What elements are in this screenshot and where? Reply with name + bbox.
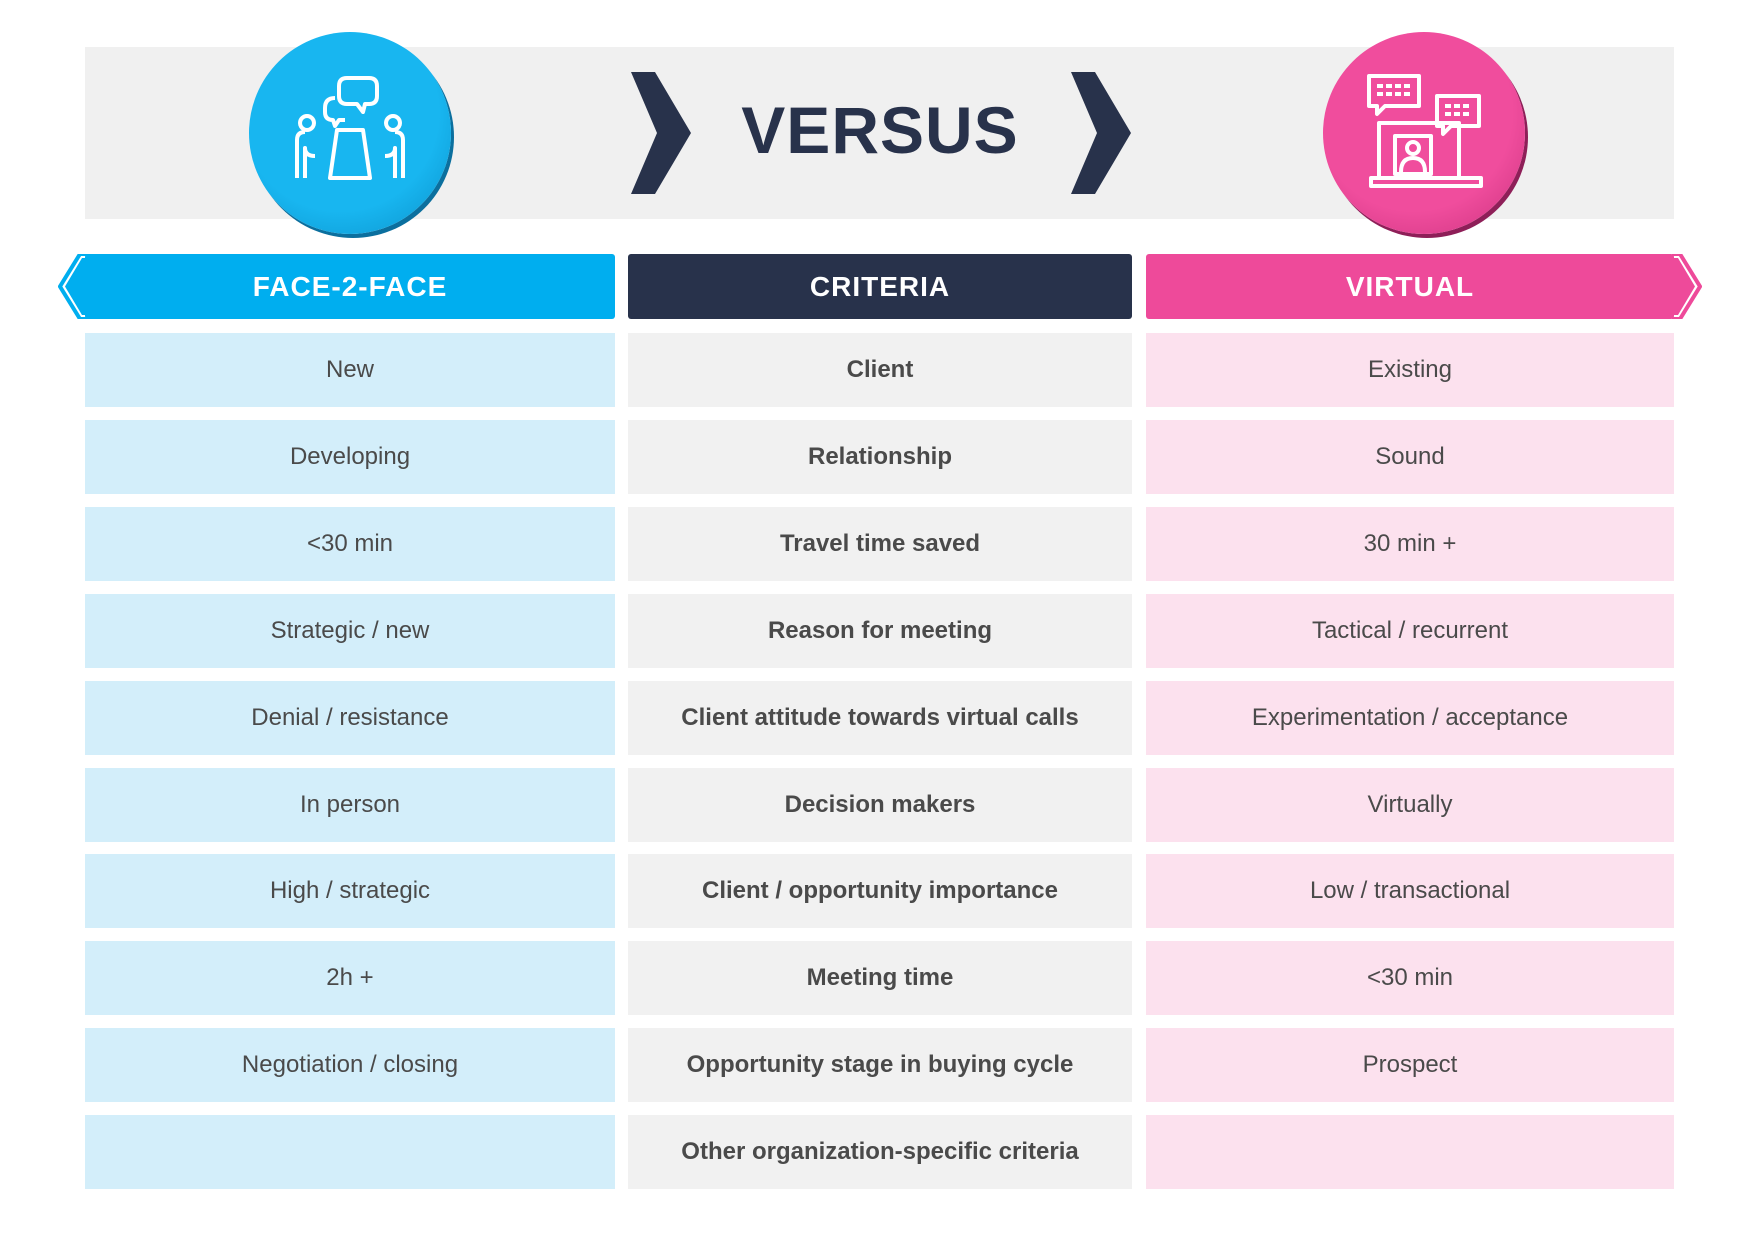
virtual-cell: Experimentation / acceptance: [1146, 680, 1674, 755]
face-2-face-cell: <30 min: [85, 506, 615, 581]
virtual-cell: Virtually: [1146, 767, 1674, 842]
virtual-cell: <30 min: [1146, 941, 1674, 1016]
chevron-right-icon: [631, 72, 691, 194]
virtual-cell: [1146, 1115, 1674, 1190]
criteria-cell: Opportunity stage in buying cycle: [628, 1028, 1132, 1103]
virtual-cell: Tactical / recurrent: [1146, 593, 1674, 668]
criteria-cell: Other organization-specific criteria: [628, 1115, 1132, 1190]
face-2-face-cell: New: [85, 333, 615, 407]
face-2-face-cell: In person: [85, 767, 615, 842]
header-face-2-face: FACE-2-FACE: [85, 254, 615, 319]
face-2-face-cell: High / strategic: [85, 854, 615, 929]
face-2-face-cell: 2h +: [85, 941, 615, 1016]
versus-title: VERSUS: [741, 93, 1019, 167]
criteria-cell: Client / opportunity importance: [628, 854, 1132, 929]
criteria-cell: Travel time saved: [628, 506, 1132, 581]
meeting-table-people-icon: [249, 32, 451, 234]
header-criteria: CRITERIA: [628, 254, 1132, 319]
criteria-cell: Client: [628, 333, 1132, 407]
header-virtual: VIRTUAL: [1146, 254, 1674, 319]
face-2-face-cell: Strategic / new: [85, 593, 615, 668]
face-2-face-cell: Developing: [85, 419, 615, 494]
virtual-cell: Prospect: [1146, 1028, 1674, 1103]
chevron-right-icon: [1071, 72, 1131, 194]
criteria-cell: Decision makers: [628, 767, 1132, 842]
face-2-face-cell: Denial / resistance: [85, 680, 615, 755]
virtual-cell: Existing: [1146, 333, 1674, 407]
face-2-face-cell: [85, 1115, 615, 1190]
virtual-cell: Sound: [1146, 419, 1674, 494]
arrow-right-icon: [1672, 254, 1702, 319]
criteria-cell: Relationship: [628, 419, 1132, 494]
face-2-face-cell: Negotiation / closing: [85, 1028, 615, 1103]
arrow-left-icon: [58, 254, 88, 319]
laptop-video-call-icon: [1323, 32, 1525, 234]
criteria-cell: Reason for meeting: [628, 593, 1132, 668]
virtual-cell: 30 min +: [1146, 506, 1674, 581]
criteria-cell: Meeting time: [628, 941, 1132, 1016]
criteria-cell: Client attitude towards virtual calls: [628, 680, 1132, 755]
virtual-cell: Low / transactional: [1146, 854, 1674, 929]
